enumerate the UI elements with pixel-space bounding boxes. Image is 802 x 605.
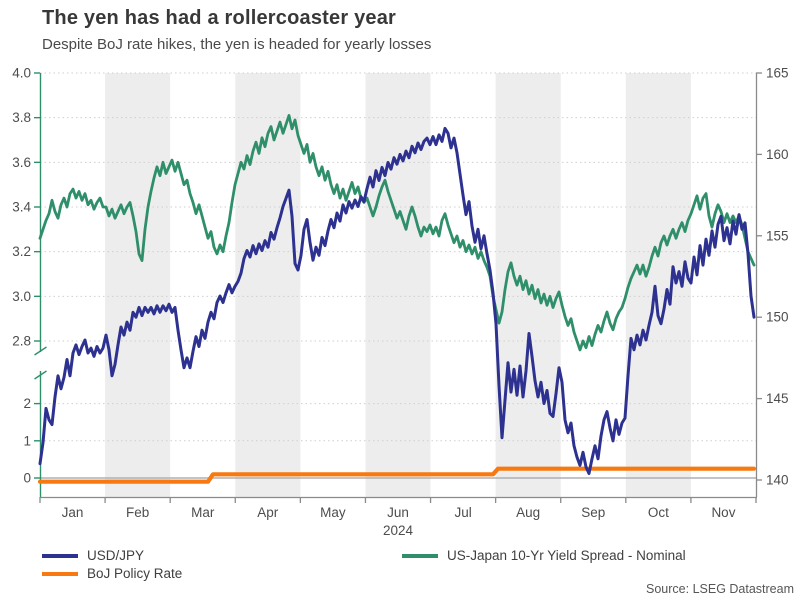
tick-label: 1 xyxy=(23,433,31,448)
series-line-usd-jpy xyxy=(38,126,756,475)
month-bands xyxy=(105,73,691,497)
x-tick-label-jun: Jun xyxy=(387,505,409,520)
x-tick-label-nov: Nov xyxy=(711,505,735,520)
tick-label: 160 xyxy=(766,147,789,162)
legend-item-usdjpy: USD/JPY xyxy=(42,548,144,563)
x-tick-label-mar: Mar xyxy=(191,505,215,520)
page-title: The yen has had a rollercoaster year xyxy=(42,7,397,29)
tick-label: 165 xyxy=(766,66,789,81)
x-tick-label-sep: Sep xyxy=(581,505,605,520)
tick-label: 2 xyxy=(23,396,31,411)
x-tick-label-aug: Aug xyxy=(516,505,540,520)
x-tick-label-apr: Apr xyxy=(257,505,279,520)
legend-label: USD/JPY xyxy=(87,548,145,563)
x-tick-label-jul: Jul xyxy=(454,505,471,520)
series-line-boj-policy-rate xyxy=(37,466,757,484)
tick-label: 3.4 xyxy=(12,200,31,215)
page-subtitle: Despite BoJ rate hikes, the yen is heade… xyxy=(42,36,432,53)
x-tick-label-oct: Oct xyxy=(648,505,669,520)
boj-rate-line-swatch xyxy=(42,571,78,576)
tick-label: 150 xyxy=(766,310,789,325)
series-line-us-japan-10-yr-yield-spread-nominal xyxy=(38,114,756,352)
left-axis-upper: 2.8 3.0 3.2 3.4 3.6 3.8 4.0 xyxy=(12,66,42,352)
legend-label: US-Japan 10-Yr Yield Spread - Nominal xyxy=(447,548,686,563)
x-tick-label-feb: Feb xyxy=(126,505,149,520)
source-attribution: Source: LSEG Datastream xyxy=(646,582,794,596)
legend-item-boj-rate: BoJ Policy Rate xyxy=(42,566,182,581)
tick-label: 4.0 xyxy=(12,66,31,81)
tick-label: 145 xyxy=(766,391,789,406)
tick-label: 140 xyxy=(766,473,789,488)
shaded-month-band xyxy=(235,73,301,497)
x-axis-year-label: 2024 xyxy=(383,523,414,538)
legend-label: BoJ Policy Rate xyxy=(87,566,183,581)
tick-label: 3.2 xyxy=(12,244,31,259)
tick-label: 3.8 xyxy=(12,110,31,125)
axis-break-marks xyxy=(34,346,47,380)
tick-label: 155 xyxy=(766,228,789,243)
shaded-month-band xyxy=(105,73,171,497)
yield-spread-line-swatch xyxy=(402,553,438,558)
gridlines xyxy=(40,72,756,479)
tick-label: 3.6 xyxy=(12,155,31,170)
usdjpy-line-swatch xyxy=(42,553,78,558)
tick-label: 2.8 xyxy=(12,334,31,349)
x-axis: Jan Feb Mar Apr May Jun Jul Aug Sep Oct Nov 2024 xyxy=(39,496,757,538)
right-axis: 140 145 150 155 160 165 xyxy=(755,66,789,497)
legend-item-yield-spread: US-Japan 10-Yr Yield Spread - Nominal xyxy=(402,548,686,563)
tick-label: 3.0 xyxy=(12,289,31,304)
shaded-month-band xyxy=(625,73,691,497)
shaded-month-band xyxy=(365,73,431,497)
x-tick-label-may: May xyxy=(320,505,346,520)
x-tick-label-jan: Jan xyxy=(62,505,84,520)
left-axis-lower: 0 1 2 xyxy=(23,371,42,497)
tick-label: 0 xyxy=(23,471,31,486)
